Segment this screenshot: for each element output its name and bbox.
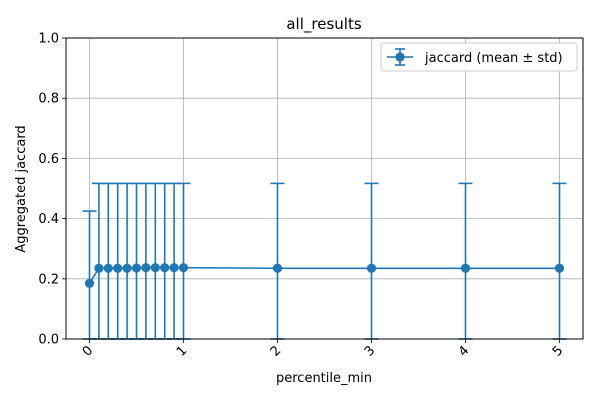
data-markers <box>84 263 565 288</box>
data-point <box>554 263 565 273</box>
legend-marker <box>395 52 405 62</box>
data-point <box>160 263 170 273</box>
legend: jaccard (mean ± std) <box>380 42 578 72</box>
y-tick-label: 1.0 <box>38 32 59 47</box>
data-point <box>103 263 113 273</box>
data-point <box>366 263 377 273</box>
data-point <box>84 278 95 288</box>
data-point <box>169 263 179 273</box>
y-axis-ticks: 0.0 0.2 0.4 0.6 0.8 1.0 <box>38 32 66 348</box>
data-point <box>94 263 104 273</box>
chart-title: all_results <box>286 15 361 34</box>
data-point <box>460 263 471 273</box>
y-tick-label: 0.0 <box>38 333 59 348</box>
data-point <box>113 263 123 273</box>
legend-entry-label: jaccard (mean ± std) <box>424 51 563 66</box>
y-axis-label: Aggregated jaccard <box>14 125 29 252</box>
data-point <box>122 263 132 273</box>
data-point <box>272 263 283 273</box>
plot-frame <box>65 37 584 340</box>
data-point <box>178 263 189 273</box>
y-tick-label: 0.2 <box>38 272 59 287</box>
data-point <box>131 263 142 273</box>
x-axis-label: percentile_min <box>276 371 372 386</box>
legend-errorbar-marker-icon <box>387 48 413 66</box>
y-tick-label: 0.4 <box>38 212 59 227</box>
y-tick-label: 0.8 <box>38 92 59 107</box>
legend-box <box>380 42 578 72</box>
data-point <box>150 263 160 273</box>
data-point <box>141 263 151 273</box>
y-tick-label: 0.6 <box>38 152 59 167</box>
